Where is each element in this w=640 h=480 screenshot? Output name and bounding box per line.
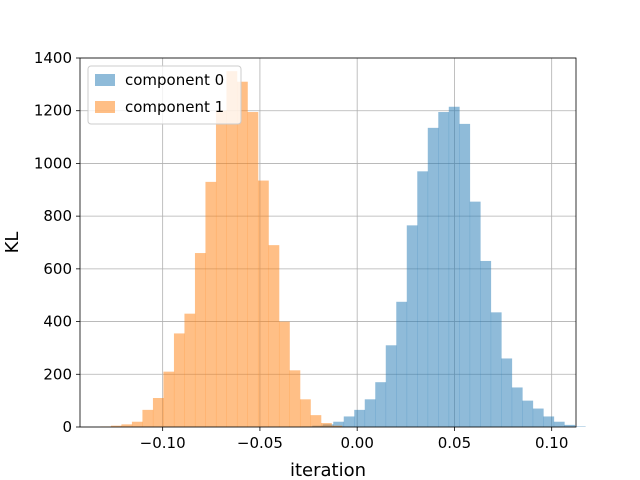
legend: component 0 component 1	[87, 65, 242, 125]
histogram-bars	[100, 71, 586, 428]
histogram-bar-component-0	[459, 123, 471, 428]
y-tick-label: 400	[43, 313, 72, 331]
histogram-bar-component-1	[236, 81, 248, 427]
histogram-bar-component-1	[268, 245, 280, 427]
histogram-bar-component-0	[522, 400, 534, 427]
histogram-bar-component-0	[354, 409, 366, 427]
histogram-bar-component-0	[553, 421, 565, 427]
x-tick-label: −0.05	[237, 434, 283, 452]
y-tick-label: 1200	[34, 102, 72, 120]
histogram-bar-component-0	[511, 387, 523, 427]
x-axis-title: iteration	[290, 460, 366, 480]
x-tick-label: 0.05	[438, 434, 471, 452]
axis-ticks: −0.10 −0.05 0.00 0.05 0.10 0 200 400 600 800 1000 1…	[34, 49, 569, 452]
y-tick-label: 0	[62, 418, 72, 436]
histogram-bar-component-1	[173, 333, 185, 427]
histogram-bar-component-0	[469, 201, 481, 427]
histogram-bar-component-0	[490, 312, 502, 427]
histogram-bar-component-0	[543, 416, 555, 427]
histogram-bar-component-1	[247, 112, 259, 428]
x-tick-label: −0.10	[140, 434, 186, 452]
x-tick-label: 0.10	[535, 434, 568, 452]
histogram-bar-component-0	[343, 416, 355, 427]
histogram-bar-component-0	[427, 127, 439, 427]
histogram-bar-component-1	[257, 180, 269, 427]
histogram-bar-component-0	[501, 358, 513, 427]
histogram-bar-component-0	[532, 408, 544, 427]
histogram-bar-component-0	[564, 424, 576, 427]
y-tick-label: 1400	[34, 49, 72, 67]
histogram-bar-component-0	[375, 382, 387, 427]
histogram-bar-component-1	[194, 253, 206, 427]
histogram-bar-component-1	[278, 321, 290, 427]
y-axis-title: KL	[2, 232, 23, 254]
histogram-bar-component-1	[215, 110, 227, 427]
y-tick-label: 1000	[34, 154, 72, 172]
histogram-bar-component-1	[226, 71, 238, 427]
histogram-bar-component-1	[310, 415, 322, 427]
x-tick-label: 0.00	[340, 434, 373, 452]
legend-box	[87, 65, 242, 125]
histogram-bar-component-0	[396, 301, 408, 427]
histogram-bar-component-0	[385, 345, 397, 427]
legend-swatch-component-0	[95, 74, 115, 86]
histogram-bar-component-1	[131, 421, 143, 427]
histogram-bar-component-1	[184, 313, 196, 427]
y-tick-label: 600	[43, 260, 72, 278]
histogram-bar-component-0	[574, 426, 586, 427]
histogram-bar-component-1	[152, 398, 164, 427]
legend-swatch-component-1	[95, 101, 115, 113]
histogram-bar-component-1	[289, 370, 301, 427]
histogram-bar-component-1	[110, 425, 122, 427]
histogram-bar-component-0	[417, 171, 429, 427]
histogram-bar-component-1	[142, 409, 154, 427]
histogram-bar-component-0	[364, 399, 376, 427]
histogram-bar-component-1	[163, 371, 175, 427]
histogram-bar-component-0	[448, 106, 460, 427]
histogram-bar-component-1	[320, 423, 332, 427]
histogram-bar-component-0	[406, 225, 418, 427]
histogram-bar-component-1	[121, 424, 133, 427]
legend-label-component-1: component 1	[125, 98, 224, 116]
y-tick-label: 200	[43, 365, 72, 383]
plot-frame	[79, 57, 577, 428]
histogram-bar-component-0	[480, 260, 492, 427]
histogram-bar-component-1	[331, 425, 343, 427]
histogram-bar-component-0	[333, 421, 345, 427]
histogram-bar-component-1	[205, 181, 217, 427]
histogram-bar-component-0	[438, 112, 450, 428]
histogram-bar-component-1	[299, 399, 311, 427]
y-tick-label: 800	[43, 207, 72, 225]
legend-label-component-0: component 0	[125, 71, 224, 89]
